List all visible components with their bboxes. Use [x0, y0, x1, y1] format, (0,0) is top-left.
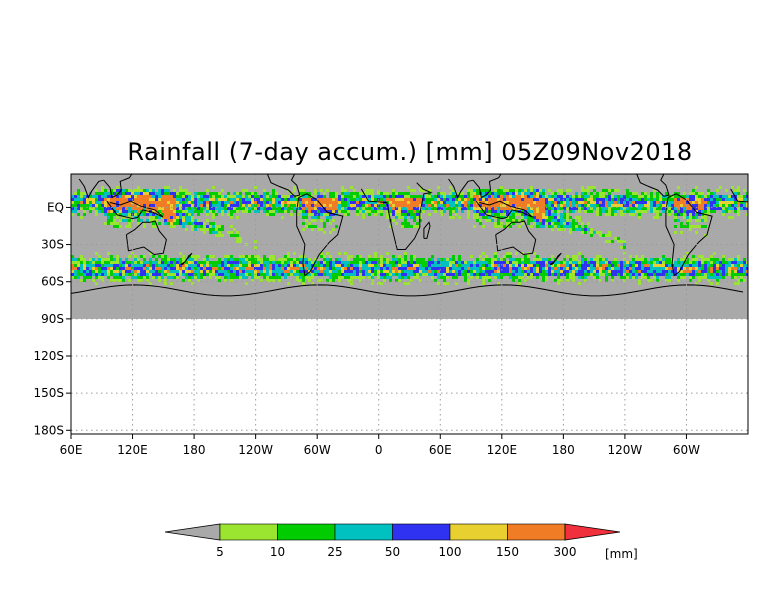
lon-tick-label: 60E: [429, 443, 452, 457]
madagascar-coastline: [423, 221, 431, 239]
africa-coastline: [360, 182, 433, 250]
lon-tick-label: 120W: [238, 443, 273, 457]
new-zealand-coastline: [549, 252, 562, 265]
india-coastline: [78, 178, 104, 199]
madagascar-coastline: [55, 222, 61, 238]
lon-tick-label: 60W: [304, 443, 331, 457]
colorbar: 5 10 25 50 100 150 300 [mm]: [164, 523, 638, 561]
lon-tick-label: 60E: [60, 443, 83, 457]
north-america-coastline: [266, 174, 301, 197]
lat-tick-label: 90S: [41, 312, 64, 326]
lon-tick-label: 180: [183, 443, 206, 457]
lon-tick-label: 120E: [487, 443, 518, 457]
map-title: Rainfall (7-day accum.) [mm] 05Z09Nov201…: [127, 138, 693, 166]
south-america-coastline: [296, 193, 344, 277]
colorbar-swatch: [219, 523, 278, 541]
colorbar-label: 100: [439, 545, 462, 559]
lat-tick-label: 30S: [41, 238, 64, 252]
colorbar-swatch: [507, 523, 566, 541]
colorbar-swatch: [392, 523, 451, 541]
asia-coastline: [103, 174, 133, 199]
latitude-axis: EQ 30S 60S 90S 120S 150S 180S: [33, 200, 71, 437]
india-coastline: [448, 178, 474, 199]
new-zealand-coastline: [180, 252, 193, 265]
lat-tick-label: 150S: [33, 386, 64, 400]
coastline-layer: [55, 174, 748, 297]
lon-tick-label: 0: [375, 443, 383, 457]
colorbar-swatch: [449, 523, 508, 541]
indonesia-coastline: [475, 200, 533, 220]
colorbar-over-triangle: [564, 523, 621, 541]
colorbar-label: 50: [385, 545, 400, 559]
lon-tick-label: 180: [552, 443, 575, 457]
indonesia-coastline: [106, 200, 164, 220]
asia-coastline: [472, 174, 502, 199]
colorbar-label: 5: [216, 545, 224, 559]
lat-tick-label: 120S: [33, 349, 64, 363]
lat-tick-label: EQ: [47, 200, 64, 214]
colorbar-label: 150: [496, 545, 519, 559]
lat-tick-label: 180S: [33, 423, 64, 437]
lon-tick-label: 120W: [608, 443, 643, 457]
colorbar-swatch: [277, 523, 336, 541]
longitude-axis: 60E 120E 180 120W 60W 0 60E 120E 180 120W 60W: [60, 434, 700, 457]
north-america-coastline: [636, 174, 670, 197]
australia-coastline: [125, 220, 167, 256]
colorbar-label: 300: [554, 545, 577, 559]
colorbar-under-triangle: [164, 523, 221, 541]
colorbar-label: 10: [270, 545, 285, 559]
colorbar-unit: [mm]: [605, 547, 638, 561]
colorbar-label: 25: [327, 545, 342, 559]
colorbar-swatch: [334, 523, 393, 541]
lat-tick-label: 60S: [41, 275, 64, 289]
australia-coastline: [495, 220, 537, 256]
plot-border: [70, 173, 749, 435]
antarctica-coastline: [71, 284, 744, 297]
lon-tick-label: 120E: [117, 443, 148, 457]
south-america-coastline: [665, 193, 713, 277]
lon-tick-label: 60W: [673, 443, 700, 457]
